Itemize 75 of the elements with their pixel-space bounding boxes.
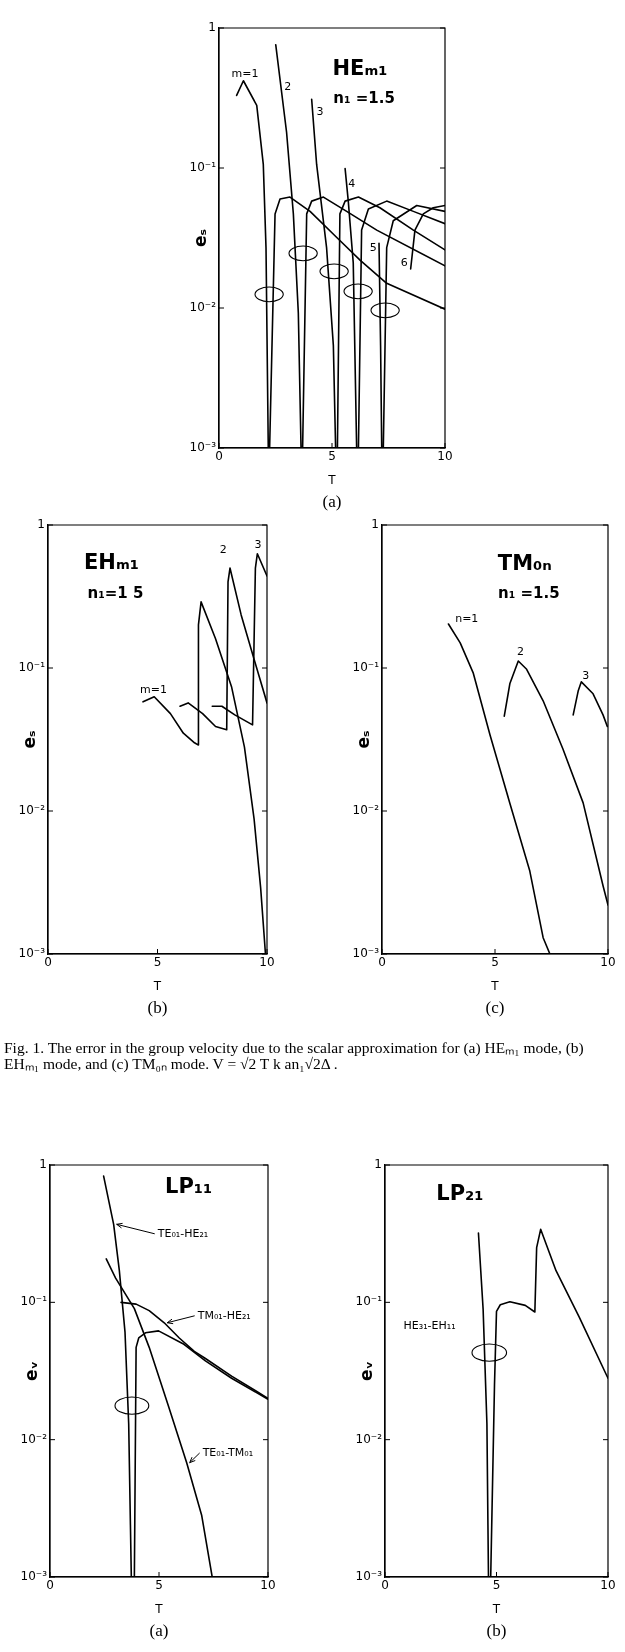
x-axis-title: T [154, 1601, 164, 1616]
series-label: 3 [316, 105, 324, 119]
x-axis-title: T [490, 978, 500, 993]
y-tick-label: 10⁻³ [18, 946, 46, 961]
y-tick-label: 10⁻¹ [355, 1294, 383, 1309]
y-tick-label: 1 [37, 517, 45, 532]
series-label: 2 [219, 542, 227, 556]
annotation: n₁ =1.5 [333, 89, 395, 108]
y-tick-label: 10⁻² [20, 1431, 48, 1446]
text: HEₘ₁ [332, 55, 388, 80]
series-label: 2 [284, 79, 292, 93]
y-tick-label: 10⁻¹ [352, 660, 380, 675]
text: HE₃₁-EH₁₁ [403, 1318, 456, 1332]
x-tick-label: 0 [46, 1578, 54, 1593]
y-axis-title: eᵥ [20, 1360, 41, 1382]
text: (a) [148, 1621, 170, 1641]
y-axis-title: eₛ [18, 730, 39, 749]
y-tick-label: 10⁻¹ [189, 160, 217, 175]
x-tick-label: 5 [328, 449, 336, 464]
series-label: m=1 [140, 683, 168, 697]
x-tick-label: 5 [491, 955, 499, 970]
x-axis-title: T [152, 978, 162, 993]
y-tick-label: 1 [371, 517, 379, 532]
text: (b) [485, 1621, 508, 1641]
x-tick-label: 5 [155, 1578, 163, 1593]
x-tick-label: 0 [378, 955, 386, 970]
y-axis-title: eᵥ [355, 1360, 376, 1382]
y-tick-label: 10⁻² [18, 803, 46, 818]
y-tick-label: 1 [208, 20, 216, 35]
annotation: n₁ =1.5 [498, 584, 560, 603]
x-tick-label: 0 [44, 955, 52, 970]
y-tick-label: 10⁻³ [189, 440, 217, 455]
y-tick-label: 10⁻¹ [20, 1294, 48, 1309]
annotation: TM₀₁-HE₂₁ [196, 1308, 251, 1322]
x-tick-label: 10 [259, 955, 275, 970]
y-axis-title: eₛ [352, 730, 373, 749]
x-tick-label: 10 [600, 1578, 616, 1593]
y-tick-label: 10⁻³ [355, 1569, 383, 1584]
y-tick-label: 1 [39, 1157, 47, 1172]
series-label: 4 [348, 176, 356, 190]
text: LP₁₁ [165, 1174, 213, 1199]
x-axis-title: T [491, 1601, 501, 1616]
y-tick-label: 10⁻¹ [18, 660, 46, 675]
y-tick-label: 10⁻² [352, 803, 380, 818]
x-tick-label: 0 [215, 449, 223, 464]
y-tick-label: 10⁻² [189, 300, 217, 315]
series-label: m=1 [231, 66, 259, 80]
annotation: n₁=1 5 [87, 583, 144, 602]
series-label: n=1 [455, 611, 479, 625]
y-tick-label: 10⁻³ [352, 946, 380, 961]
legend-label: 3 [582, 668, 590, 682]
x-tick-label: 5 [492, 1578, 501, 1593]
series-label: 6 [400, 255, 408, 269]
x-tick-label: 5 [153, 955, 162, 970]
y-tick-label: 10⁻³ [20, 1569, 48, 1584]
x-tick-label: 10 [437, 449, 453, 464]
annotation: TE₀₁-TM₀₁ [201, 1445, 254, 1459]
x-tick-label: 10 [260, 1578, 276, 1593]
x-tick-label: 0 [381, 1578, 389, 1593]
text: TM₀ₙ [497, 550, 552, 575]
text: EHₘ₁ [83, 550, 140, 575]
y-tick-label: 1 [374, 1157, 382, 1172]
series-label: 3 [254, 538, 262, 552]
text: (c) [484, 998, 506, 1018]
series-label: 2 [517, 645, 525, 659]
x-axis-title: T [327, 472, 337, 487]
annotation: TE₀₁-HE₂₁ [156, 1226, 209, 1240]
text: (a) [321, 492, 343, 512]
text: LP₂₁ [436, 1181, 484, 1206]
y-axis-title: eₛ [189, 228, 210, 248]
x-tick-label: 10 [600, 955, 616, 970]
series-label: 5 [369, 240, 377, 254]
y-tick-label: 10⁻² [355, 1431, 383, 1446]
caption: Fig. 1. The error in the group velocity due to the scalar approximation for (a) HEₘ₁ mode, (b) EHₘ₁ mode, and (c) TM₀ₙ mode. V = √2 T k an₁√2Δ . [4, 1039, 585, 1072]
text: (b) [146, 998, 169, 1018]
